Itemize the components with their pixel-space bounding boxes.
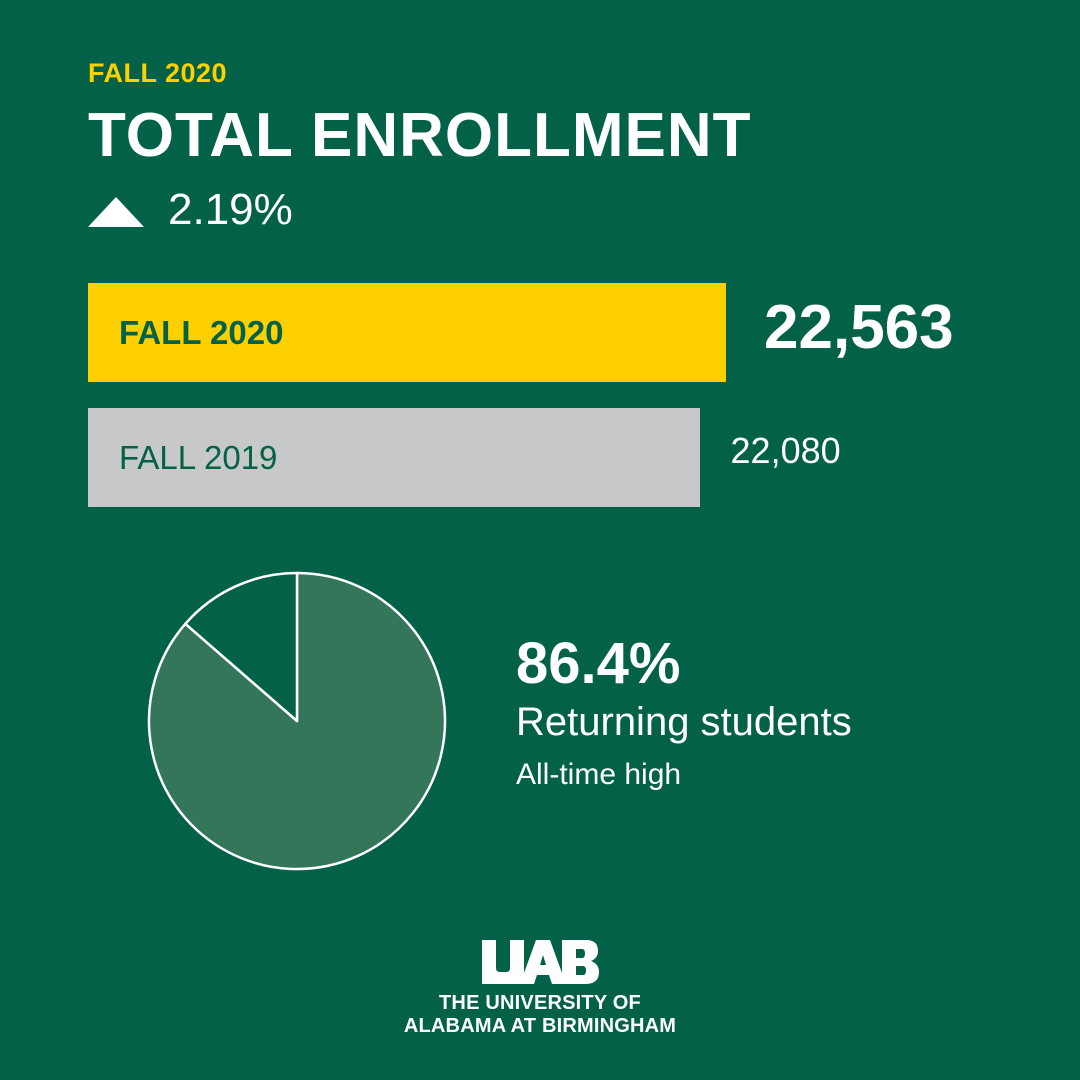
returning-note: All-time high [516, 758, 682, 791]
page-title: TOTAL ENROLLMENT [88, 101, 752, 170]
returning-label: Returning students [516, 700, 852, 744]
bar-fall-2019: FALL 2019 [88, 408, 700, 507]
bar-label-fall-2020: FALL 2020 [119, 313, 284, 351]
bar-value-fall-2020: 22,563 [764, 293, 954, 362]
bar-value-fall-2019: 22,080 [730, 430, 841, 471]
change-indicator: 2.19% [88, 180, 293, 240]
uab-logo: THE UNIVERSITY OF ALABAMA AT BIRMINGHAM [340, 940, 740, 1038]
logo-line-2: ALABAMA AT BIRMINGHAM [403, 1015, 677, 1037]
uab-wordmark-icon [482, 940, 599, 984]
change-value: 2.19% [168, 185, 293, 234]
triangle-up-icon [88, 197, 144, 227]
logo-line-1: THE UNIVERSITY OF [439, 992, 641, 1014]
returning-percent: 86.4% [516, 631, 681, 696]
bar-fall-2020: FALL 2020 [88, 283, 726, 382]
pie-slice-other [184, 571, 299, 723]
returning-students-pie [147, 571, 447, 871]
bar-label-fall-2019: FALL 2019 [119, 438, 278, 476]
eyebrow-label: FALL 2020 [88, 58, 228, 88]
